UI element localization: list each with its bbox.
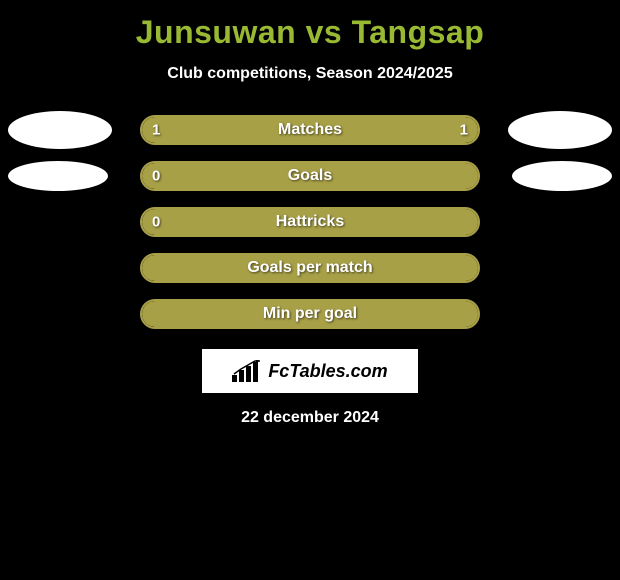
stat-bar: 0Goals [140, 161, 480, 191]
logo-text: FcTables.com [268, 361, 387, 382]
source-logo: FcTables.com [202, 349, 418, 393]
comparison-row: Min per goal [0, 299, 620, 329]
stat-bar: 11Matches [140, 115, 480, 145]
stat-bar: Min per goal [140, 299, 480, 329]
stat-bar: Goals per match [140, 253, 480, 283]
snapshot-date: 22 december 2024 [0, 409, 620, 427]
comparison-row: 0Hattricks [0, 207, 620, 237]
comparison-row: 11Matches [0, 115, 620, 145]
stat-category-label: Hattricks [142, 213, 478, 231]
comparison-row: 0Goals [0, 161, 620, 191]
page-title: Junsuwan vs Tangsap [0, 0, 620, 51]
page-subtitle: Club competitions, Season 2024/2025 [0, 65, 620, 83]
player-left-avatar [8, 161, 108, 191]
player-right-avatar [512, 161, 612, 191]
comparison-rows: 11Matches 0Goals 0Hattricks Goals per match… [0, 115, 620, 329]
stat-category-label: Goals per match [142, 259, 478, 277]
stat-bar: 0Hattricks [140, 207, 480, 237]
stat-category-label: Min per goal [142, 305, 478, 323]
player-right-avatar [508, 111, 612, 149]
player-left-avatar [8, 111, 112, 149]
stat-category-label: Matches [142, 121, 478, 139]
chart-icon [232, 360, 262, 382]
comparison-row: Goals per match [0, 253, 620, 283]
stat-category-label: Goals [142, 167, 478, 185]
